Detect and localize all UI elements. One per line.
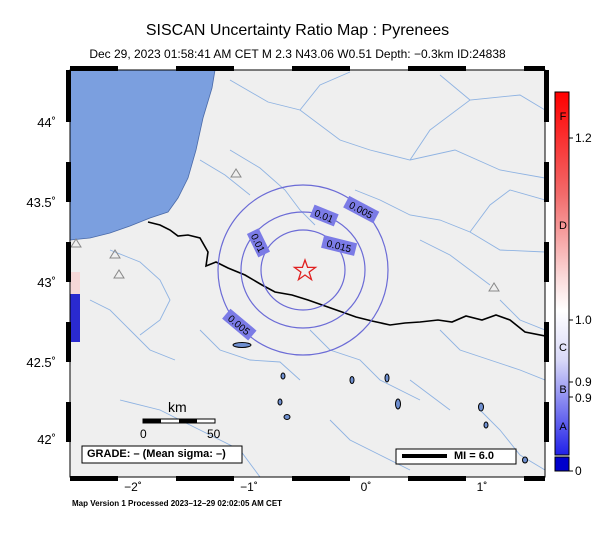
mi-text: MI = 6.0	[454, 450, 495, 462]
station-icons	[70, 168, 500, 292]
country-border	[147, 221, 545, 337]
lat-tick: 44˚	[37, 115, 56, 130]
edge-tint-pink	[70, 272, 80, 294]
colorbar-value: 0	[575, 464, 582, 478]
lat-tick: 43.5˚	[26, 195, 56, 210]
colorbar-ticks	[569, 137, 573, 472]
colorbar-zero-swatch	[554, 456, 570, 472]
event-info: Dec 29, 2023 01:58:41 AM CET M 2.3 N43.0…	[89, 47, 506, 61]
mi-bar	[402, 454, 447, 458]
lon-tick: −1˚	[240, 480, 258, 494]
colorbar	[554, 91, 570, 456]
triangle-icon	[70, 238, 82, 248]
lakes	[232, 342, 528, 464]
frame-ticks	[66, 66, 549, 481]
scale-bar	[142, 418, 216, 424]
triangle-icon	[113, 269, 125, 279]
grade-letter: C	[559, 342, 567, 354]
lon-tick: −2˚	[124, 480, 142, 494]
triangle-icon	[488, 282, 500, 292]
grade-letter: F	[559, 111, 567, 123]
lon-tick: 0˚	[360, 480, 372, 494]
lon-tick: 1˚	[476, 480, 488, 494]
colorbar-value: 0.9	[575, 391, 592, 405]
footer-processed: Map Version 1 Processed 2023–12–29 02:02…	[72, 499, 283, 508]
lat-tick: 43˚	[37, 275, 56, 290]
grade-letter: B	[559, 384, 567, 396]
mi-box-frame	[395, 448, 517, 465]
lat-tick: 42˚	[37, 432, 56, 447]
grade-text: GRADE: – (Mean sigma: –)	[87, 448, 226, 460]
lat-tick: 42.5˚	[26, 355, 56, 370]
scale-unit: km	[168, 399, 187, 415]
colorbar-value: 1.0	[575, 313, 592, 327]
triangle-icon	[230, 168, 242, 178]
grade-box-frame	[81, 445, 243, 464]
colorbar-value: 0.9	[575, 375, 592, 389]
star-icon	[292, 258, 318, 282]
grade-letter: D	[559, 220, 567, 232]
edge-tint-blue	[70, 294, 80, 342]
scale-end: 50	[207, 427, 221, 441]
grade-letter: A	[559, 421, 567, 433]
map-title: SISCAN Uncertainty Ratio Map : Pyrenees	[145, 22, 450, 39]
uncertainty-contours	[217, 184, 389, 356]
rivers	[89, 71, 545, 477]
triangle-icon	[109, 249, 121, 259]
sea-area	[70, 70, 216, 241]
scale-start: 0	[140, 427, 147, 441]
colorbar-value: 1.2	[575, 131, 592, 145]
